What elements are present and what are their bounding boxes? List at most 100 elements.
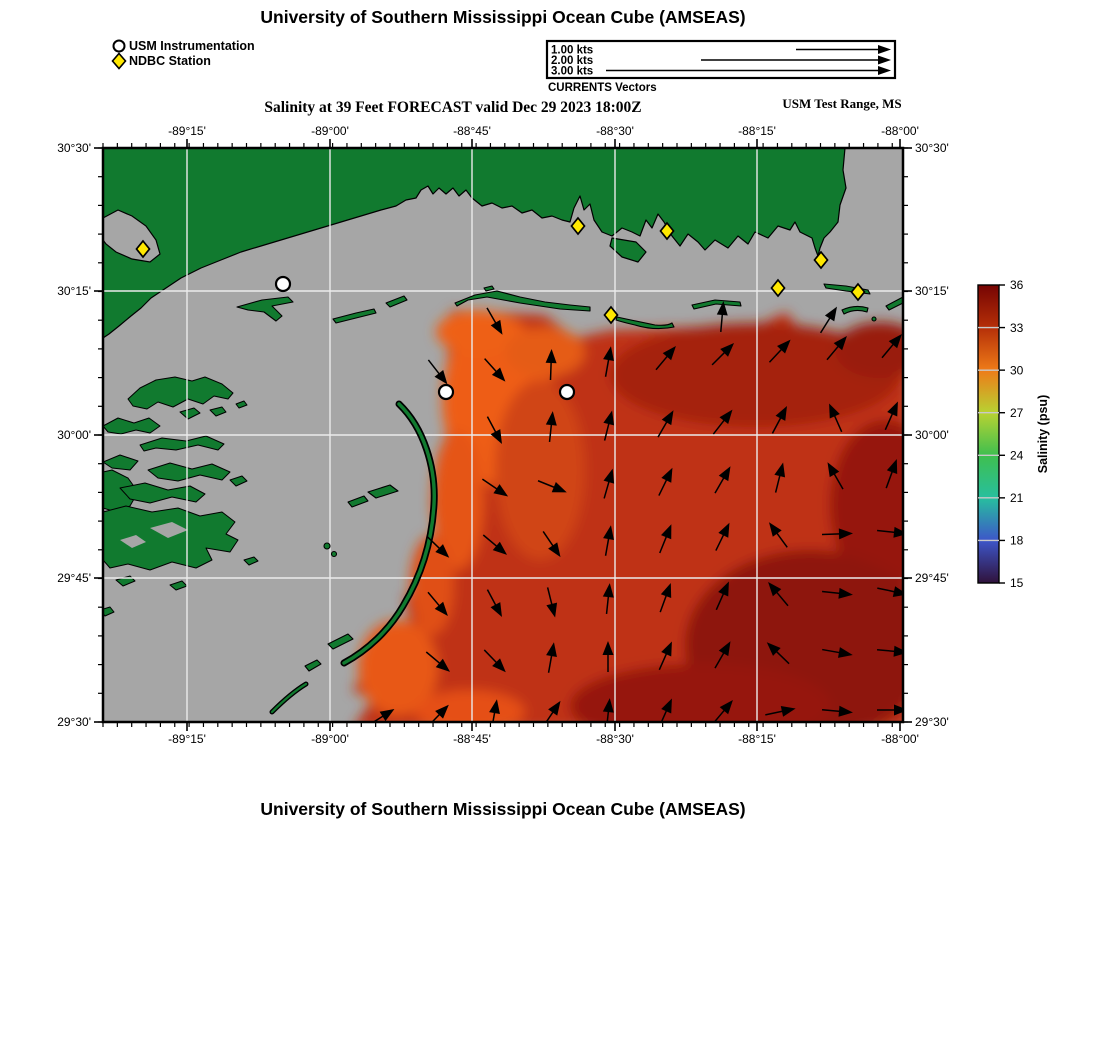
current-arrow <box>602 583 614 615</box>
y-axis-label-left: 29°30' <box>57 715 91 729</box>
colorbar-tick-label: 18 <box>1010 534 1024 548</box>
currents-speed-label: 2.00 kts <box>551 55 593 67</box>
y-axis-label-left: 30°15' <box>57 284 91 298</box>
current-arrow <box>658 641 672 671</box>
current-arrow <box>821 528 853 540</box>
colorbar-tick-label: 15 <box>1010 576 1024 590</box>
page-title: University of Southern Mississippi Ocean… <box>260 7 746 27</box>
current-arrow <box>426 535 450 558</box>
currents-speed-label: 1.00 kts <box>551 45 593 57</box>
current-arrow <box>876 526 903 538</box>
colorbar: 36 33 30 27 24 21 18 15 Salinity (psu) <box>977 278 1050 590</box>
colorbar-tick-label: 21 <box>1010 491 1024 505</box>
current-arrow <box>827 462 844 490</box>
colorbar-ticks: 36 33 30 27 24 21 18 15 <box>978 278 1024 590</box>
currents-legend-caption: CURRENTS Vectors <box>548 82 657 94</box>
ndbc-station-diamond-icon <box>111 52 127 70</box>
current-arrow <box>426 704 449 722</box>
x-axis-label-top: -88°15' <box>738 124 776 138</box>
footer-title: University of Southern Mississippi Ocean… <box>260 799 746 819</box>
x-axis-label-bottom: -89°15' <box>168 732 206 746</box>
y-axis-label-right: 30°30' <box>915 141 949 155</box>
current-arrow <box>483 649 506 673</box>
current-arrow <box>877 586 903 598</box>
current-arrow <box>768 581 789 607</box>
x-axis-label-top: -88°30' <box>596 124 634 138</box>
current-arrow <box>765 705 796 717</box>
current-arrow <box>826 335 847 361</box>
current-arrow <box>602 698 614 722</box>
usm-instrumentation-circle-icon <box>112 39 126 53</box>
usm-instrumentation-marker <box>558 383 576 401</box>
map-gridlines <box>103 148 903 722</box>
salinity-field <box>352 310 903 722</box>
current-arrow <box>877 704 903 716</box>
current-arrow <box>712 409 733 435</box>
current-arrow <box>771 405 787 434</box>
x-axis-label-bottom: -89°00' <box>311 732 349 746</box>
current-arrow <box>819 306 838 334</box>
current-arrow <box>659 524 672 554</box>
y-axis-label-right: 29°30' <box>915 715 949 729</box>
ndbc-station-marker <box>603 305 619 325</box>
current-arrow <box>881 333 902 359</box>
current-arrow <box>715 581 729 611</box>
current-arrow <box>486 307 503 335</box>
legend-label-ndbc-station: NDBC Station <box>129 54 211 68</box>
current-arrow <box>657 410 674 438</box>
current-arrow <box>484 358 506 382</box>
current-arrow <box>486 589 502 618</box>
y-axis-label-left: 30°00' <box>57 428 91 442</box>
ndbc-station-marker <box>659 221 675 241</box>
current-arrow <box>822 647 853 658</box>
current-arrow <box>769 522 788 548</box>
current-arrow <box>537 480 567 493</box>
colorbar-tick-label: 36 <box>1010 278 1024 292</box>
currents-speed-label: 3.00 kts <box>551 66 593 78</box>
station-markers <box>135 216 866 401</box>
current-arrow <box>821 587 853 599</box>
current-arrow <box>714 466 731 494</box>
colorbar-title: Salinity (psu) <box>1036 395 1050 473</box>
legend-label-usm-instrumentation: USM Instrumentation <box>129 39 255 53</box>
land-marsh <box>103 376 259 617</box>
current-arrow <box>829 403 843 433</box>
usm-instrumentation-marker <box>437 383 455 401</box>
current-arrow <box>542 530 561 558</box>
current-arrow <box>427 591 448 617</box>
y-axis-label-right: 29°45' <box>915 571 949 585</box>
y-axis-label-left: 30°30' <box>57 141 91 155</box>
current-arrow <box>714 641 731 669</box>
current-arrow <box>486 416 502 445</box>
currents-scale-arrowhead <box>878 55 891 65</box>
land-mainland <box>103 148 847 339</box>
current-arrow <box>658 698 672 722</box>
current-arrow <box>545 411 557 443</box>
current-arrow <box>715 522 730 551</box>
current-arrow <box>546 642 557 673</box>
current-arrow <box>659 583 672 613</box>
map-axes: -89°15' -89°15' -89°00' -89°00' -88°45' -88°4… <box>57 124 949 746</box>
current-arrow <box>821 705 853 717</box>
current-arrow <box>768 339 791 363</box>
current-arrow <box>766 642 790 665</box>
current-arrow <box>885 459 898 489</box>
current-arrow <box>425 651 451 672</box>
y-axis-label-left: 29°45' <box>57 571 91 585</box>
colorbar-tick-label: 24 <box>1010 448 1024 462</box>
x-axis-label-top: -88°00' <box>881 124 919 138</box>
current-arrow <box>542 700 561 722</box>
current-arrow <box>481 478 509 497</box>
colorbar-tick-label: 30 <box>1010 363 1024 377</box>
y-axis-label-right: 30°00' <box>915 428 949 442</box>
ndbc-station-marker <box>135 239 151 259</box>
usm-instrumentation-marker <box>274 275 292 293</box>
current-arrow <box>603 346 614 377</box>
current-arrow <box>546 587 558 618</box>
currents-scale-arrowhead <box>878 45 891 54</box>
region-label: USM Test Range, MS <box>782 96 902 111</box>
current-vector-arrows <box>367 301 903 722</box>
currents-scale-arrowhead <box>878 66 891 75</box>
